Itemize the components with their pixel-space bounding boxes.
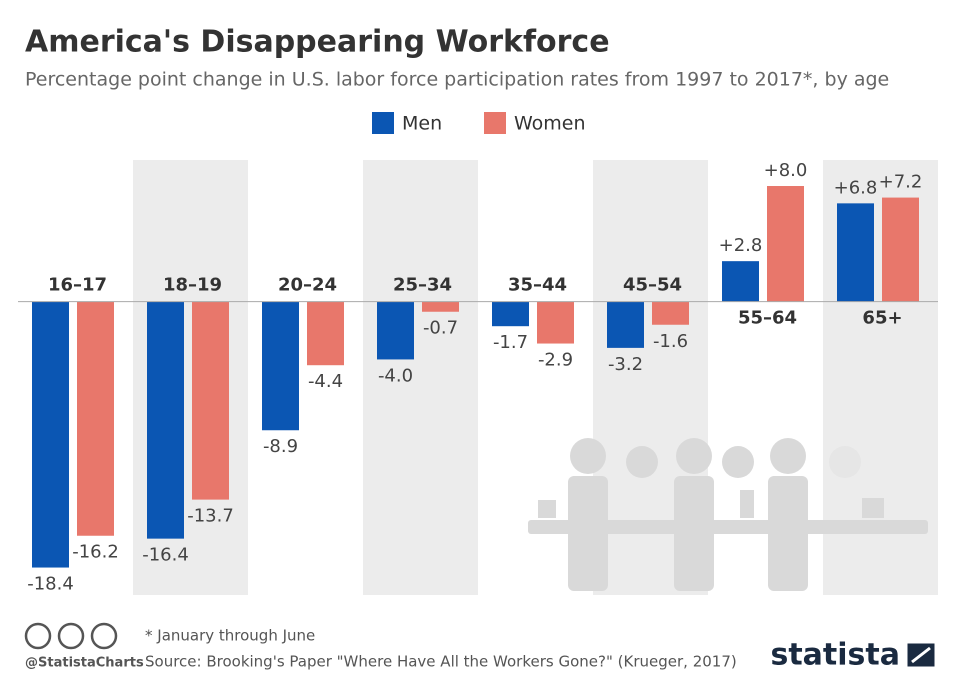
x-tick-label: 20–24 bbox=[278, 275, 337, 296]
chart-title: America's Disappearing Workforce bbox=[25, 25, 610, 60]
value-label: +6.8 bbox=[834, 177, 878, 198]
bar bbox=[377, 301, 414, 360]
legend-swatch bbox=[484, 112, 506, 134]
brand: statista bbox=[770, 638, 900, 673]
bar bbox=[607, 301, 644, 348]
legend-swatch bbox=[372, 112, 394, 134]
x-tick-label: 18–19 bbox=[163, 275, 222, 296]
value-label: -13.7 bbox=[187, 506, 234, 527]
value-label: -4.4 bbox=[308, 371, 343, 392]
value-label: -16.4 bbox=[142, 545, 189, 566]
value-label: -0.7 bbox=[423, 318, 458, 339]
x-tick-label: 65+ bbox=[862, 308, 902, 329]
x-tick-label: 55–64 bbox=[738, 308, 797, 329]
license-icons bbox=[24, 622, 118, 650]
legend-label: Women bbox=[514, 113, 586, 135]
value-label: +8.0 bbox=[764, 160, 808, 181]
value-label: -16.2 bbox=[72, 542, 119, 563]
bar bbox=[422, 301, 459, 312]
value-label: -18.4 bbox=[27, 574, 74, 595]
category-band bbox=[363, 160, 478, 595]
value-label: +7.2 bbox=[879, 172, 923, 193]
value-label: -3.2 bbox=[608, 354, 643, 375]
x-tick-label: 25–34 bbox=[393, 275, 452, 296]
bar bbox=[537, 301, 574, 344]
bar bbox=[882, 197, 919, 302]
bar bbox=[147, 301, 184, 539]
value-label: -4.0 bbox=[378, 365, 413, 386]
bar bbox=[262, 301, 299, 431]
value-label: -8.9 bbox=[263, 436, 298, 457]
legend-label: Men bbox=[402, 113, 442, 135]
illustration bbox=[528, 438, 928, 591]
x-tick-label: 45–54 bbox=[623, 275, 682, 296]
bar bbox=[767, 186, 804, 302]
bar bbox=[32, 301, 69, 568]
source: Source: Brooking's Paper "Where Have All… bbox=[145, 653, 737, 671]
bar bbox=[652, 301, 689, 325]
footnote: * January through June bbox=[145, 627, 315, 645]
bar bbox=[192, 301, 229, 500]
bar bbox=[837, 203, 874, 302]
brand-logo bbox=[904, 640, 938, 670]
bar bbox=[307, 301, 344, 366]
chart-subtitle: Percentage point change in U.S. labor fo… bbox=[25, 69, 889, 91]
value-label: -2.9 bbox=[538, 350, 573, 371]
value-label: +2.8 bbox=[719, 235, 763, 256]
bar bbox=[77, 301, 114, 536]
x-tick-label: 35–44 bbox=[508, 275, 567, 296]
bar bbox=[492, 301, 529, 327]
bar bbox=[722, 261, 759, 302]
value-label: -1.7 bbox=[493, 332, 528, 353]
x-tick-label: 16–17 bbox=[48, 275, 107, 296]
credit: @StatistaCharts bbox=[25, 656, 144, 671]
value-label: -1.6 bbox=[653, 331, 688, 352]
